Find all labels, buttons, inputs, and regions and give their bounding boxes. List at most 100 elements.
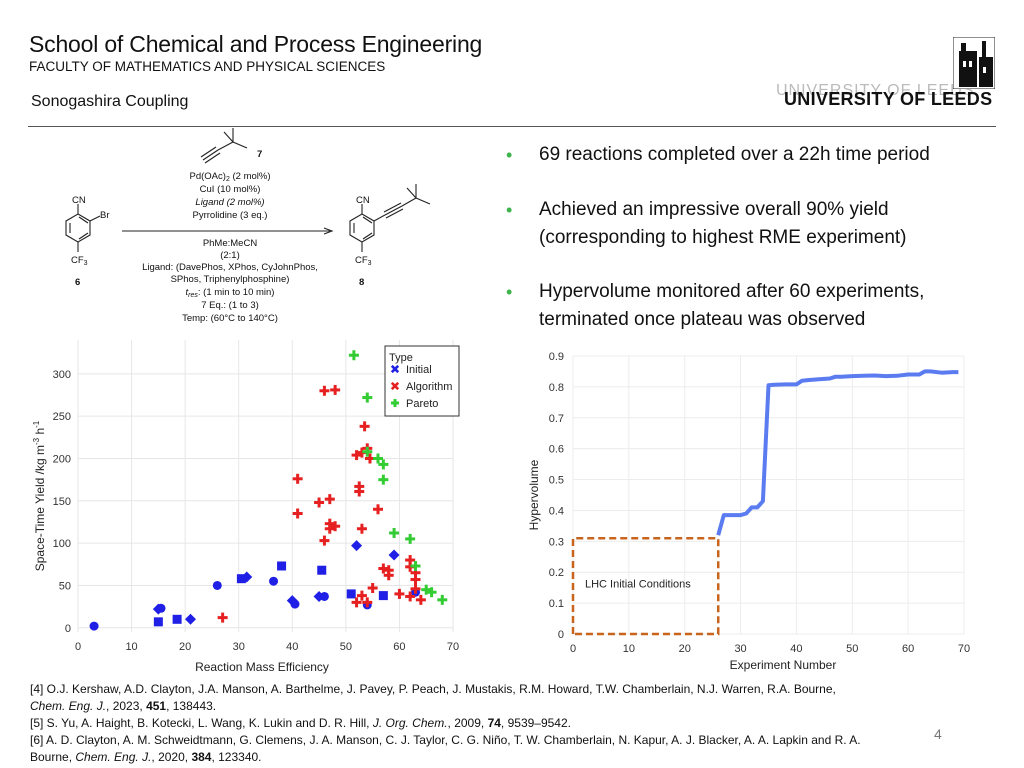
scatter-point-initial <box>290 599 300 609</box>
hv-x-tick: 30 <box>734 643 746 655</box>
condition-ligand: Ligand (2 mol%) <box>195 197 264 208</box>
scatter-point-algorithm <box>373 504 383 515</box>
hv-x-tick: 60 <box>902 643 914 655</box>
scatter-point-algorithm <box>415 594 426 605</box>
scatter-point-algorithm <box>359 421 370 432</box>
scatter-point-initial <box>153 617 163 627</box>
condition-ligand-range: Ligand: (DavePhos, XPhos, CyJohnPhos, <box>142 262 318 273</box>
scatter-chart: 0 10 20 30 40 50 60 70 0 50 100 150 200 250 300 Reacti… <box>32 340 460 674</box>
hv-y-axis-label: Hypervolume <box>527 459 541 530</box>
scatter-y-tick: 100 <box>53 538 71 550</box>
scatter-point-algorithm <box>367 582 378 593</box>
scatter-y-axis-label: Space-Time Yield /kg m-3 h-1 <box>32 420 47 571</box>
scatter-y-tick: 0 <box>65 623 71 635</box>
scatter-y-tick: 150 <box>53 496 71 508</box>
reference-5: [5] S. Yu, A. Haight, B. Kotecki, L. Wan… <box>30 716 571 730</box>
hv-y-tick: 0.1 <box>549 598 564 610</box>
page-number: 4 <box>934 726 942 742</box>
legend-title: Type <box>389 352 413 364</box>
scatter-point-initial <box>236 574 246 584</box>
scatter-point-initial <box>346 589 356 599</box>
hv-x-axis-label: Experiment Number <box>730 658 837 672</box>
reagent-label: 7 <box>257 149 262 160</box>
scatter-point-initial <box>269 576 279 586</box>
lhc-annotation: LHC Initial Conditions <box>585 579 691 591</box>
scatter-point-algorithm <box>362 597 373 608</box>
hv-x-tick: 0 <box>570 643 576 655</box>
hv-x-tick: 40 <box>790 643 802 655</box>
scatter-x-tick: 60 <box>393 641 405 653</box>
hv-y-tick: 0.2 <box>549 567 564 579</box>
scatter-point-pareto <box>421 584 432 595</box>
references: [4] O.J. Kershaw, A.D. Clayton, J.A. Man… <box>30 681 930 766</box>
scatter-point-initial <box>185 613 196 625</box>
scatter-point-pareto <box>373 453 383 464</box>
condition-temp: Temp: (60°C to 140°C) <box>182 313 278 324</box>
scatter-point-initial <box>317 565 327 575</box>
header-subtitle: FACULTY OF MATHEMATICS AND PHYSICAL SCIE… <box>29 59 386 74</box>
reference-4-line-1: [4] O.J. Kershaw, A.D. Clayton, J.A. Man… <box>30 682 836 696</box>
hv-y-tick: 0.5 <box>549 475 564 487</box>
condition-ligand-range-2: SPhos, Triphenylphosphine) <box>171 274 290 285</box>
scatter-point-pareto <box>389 527 400 538</box>
condition-pyrrolidine: Pyrrolidine (3 eq.) <box>193 210 268 221</box>
product-label: 8 <box>359 277 364 288</box>
bullet-dot-icon: • <box>506 200 513 220</box>
scatter-x-tick: 10 <box>125 641 137 653</box>
scatter-point-algorithm <box>351 597 362 608</box>
legend-item-pareto: Pareto <box>391 398 438 410</box>
scatter-point-algorithm <box>330 521 341 532</box>
scatter-point-initial <box>388 549 400 561</box>
scatter-y-tick: 200 <box>53 453 71 465</box>
scatter-x-axis-label: Reaction Mass Efficiency <box>195 660 329 674</box>
scatter-point-algorithm <box>319 535 330 546</box>
hv-y-tick: 0.6 <box>549 444 564 456</box>
reactant-br: Br <box>100 210 110 221</box>
hv-y-tick: 0.4 <box>549 505 564 517</box>
reference-4-line-2: Chem. Eng. J., 2023, 451, 138443. <box>30 699 217 713</box>
legend-item-initial: Initial <box>390 364 432 376</box>
scatter-point-algorithm <box>330 384 341 395</box>
scatter-point-initial <box>319 591 329 601</box>
header-title: School of Chemical and Process Engineeri… <box>29 31 483 57</box>
header-divider <box>28 126 996 127</box>
scatter-x-tick: 40 <box>286 641 298 653</box>
scatter-point-algorithm <box>405 591 416 602</box>
condition-cui: CuI (10 mol%) <box>200 184 261 195</box>
hypervolume-line <box>716 369 959 536</box>
bullet-2: • Achieved an impressive overall 90% yie… <box>506 196 986 256</box>
hypervolume-chart: 0 10 20 30 40 50 60 70 0 0.1 0.2 0.3 0.4 0.5 0.6 0.7 0.8… <box>527 351 970 672</box>
scatter-point-initial <box>156 603 166 613</box>
scatter-point-algorithm <box>292 508 303 519</box>
bullet-1: • 69 reactions completed over a 22h time… <box>506 141 986 171</box>
scatter-point-pareto <box>405 533 416 544</box>
scatter-point-algorithm <box>378 563 389 574</box>
scatter-x-tick: 0 <box>75 641 81 653</box>
scatter-point-pareto <box>410 560 421 571</box>
hv-y-tick: 0 <box>558 629 564 641</box>
scatter-point-algorithm <box>356 523 367 534</box>
scatter-x-tick: 30 <box>233 641 245 653</box>
scatter-legend: Type Initial Algorithm Pareto <box>384 345 460 417</box>
hv-y-tick: 0.9 <box>549 351 564 363</box>
scatter-point-initial <box>172 614 182 624</box>
condition-eq: 7 Eq.: (1 to 3) <box>201 300 259 311</box>
condition-solvent: PhMe:MeCN <box>203 238 258 249</box>
scatter-y-tick: 250 <box>53 411 71 423</box>
hv-y-tick: 0.8 <box>549 382 564 394</box>
scatter-point-pareto <box>362 392 373 403</box>
scatter-point-algorithm <box>351 450 362 461</box>
university-wordmark-shadow: UNIVERSITY OF LEEDS <box>776 82 975 99</box>
scatter-x-tick: 70 <box>447 641 459 653</box>
reactant-label: 6 <box>75 277 80 288</box>
scatter-point-pareto <box>348 350 359 361</box>
lhc-region-box <box>571 536 720 636</box>
scatter-y-tick: 300 <box>53 369 71 381</box>
legend-item-algorithm: Algorithm <box>390 381 452 393</box>
hv-x-tick: 50 <box>846 643 858 655</box>
scatter-point-initial <box>89 621 99 631</box>
scatter-point-initial <box>351 540 363 552</box>
bullet-3: • Hypervolume monitored after 60 experim… <box>506 278 986 338</box>
scatter-point-pareto <box>378 474 389 485</box>
scatter-point-algorithm <box>314 497 325 508</box>
